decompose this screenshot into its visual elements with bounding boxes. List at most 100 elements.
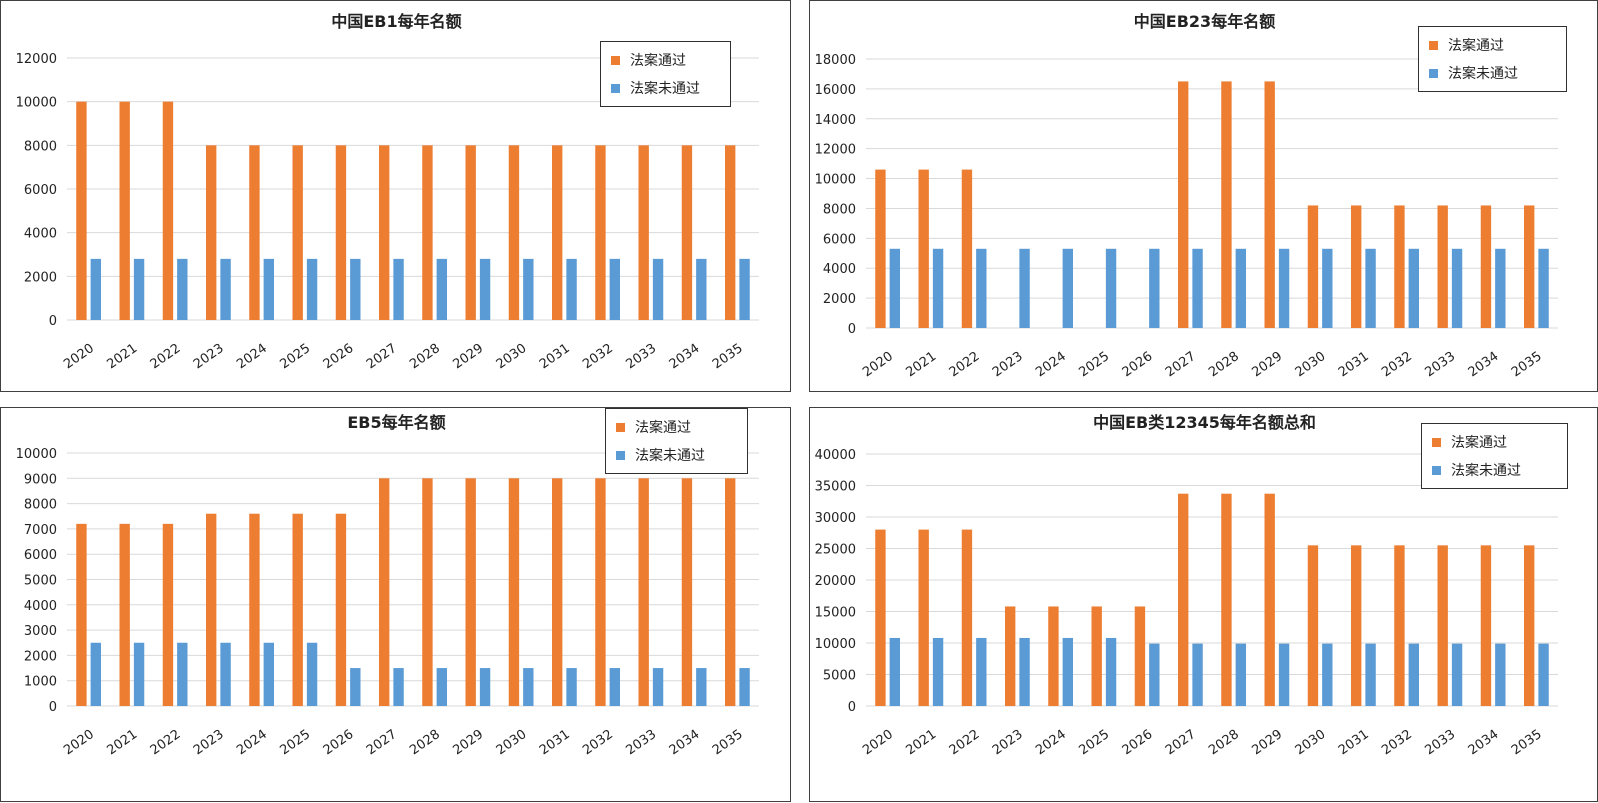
bar-passed [1134, 606, 1146, 706]
bar-not-passed [1192, 643, 1203, 706]
legend-item-not-passed: 法案未通过 [616, 441, 737, 469]
bar-passed [335, 145, 347, 320]
x-tick-label: 2030 [494, 727, 530, 758]
bar-passed [465, 145, 476, 320]
legend-eb1: 法案通过 法案未通过 [600, 41, 731, 107]
bar-not-passed [1062, 637, 1074, 706]
x-tick-label: 2023 [990, 727, 1026, 758]
bar-not-passed [523, 668, 534, 706]
x-tick-label: 2020 [61, 727, 97, 758]
x-tick-label: 2033 [623, 341, 659, 372]
x-tick-label: 2035 [1509, 727, 1545, 758]
x-tick-label: 2034 [667, 341, 703, 372]
x-tick-label: 2030 [1293, 727, 1329, 758]
bar-passed [638, 478, 649, 706]
x-tick-label: 2020 [860, 349, 896, 380]
bar-passed [76, 101, 87, 321]
y-tick-label: 10000 [815, 637, 856, 652]
bar-not-passed [306, 258, 318, 320]
x-tick-label: 2033 [1422, 349, 1458, 380]
legend-item-passed: 法案通过 [611, 46, 720, 74]
x-tick-label: 2022 [947, 349, 983, 380]
bar-passed [1177, 81, 1189, 329]
bar-not-passed [889, 248, 901, 328]
bar-not-passed [1149, 643, 1160, 706]
chart-panel-eb23: 中国EB23每年名额 0 2000 4000 6000 8000 10000 12000 140… [809, 0, 1598, 392]
y-tick-label: 2000 [823, 292, 856, 307]
x-tick-label: 2031 [1336, 349, 1372, 380]
bar-not-passed [1235, 643, 1247, 706]
bar-not-passed [1235, 248, 1247, 328]
bar-not-passed [133, 642, 145, 706]
bar-passed [465, 478, 476, 706]
bar-passed [422, 145, 433, 320]
bar-passed [681, 478, 693, 706]
x-tick-label: 2025 [277, 727, 313, 758]
chart-svg-eb1: 中国EB1每年名额 0 2000 4000 6000 8000 10000 12000 2020… [16, 12, 759, 372]
bar-not-passed [889, 637, 901, 706]
bar-passed [119, 523, 130, 706]
bar-not-passed [696, 668, 707, 706]
bar-passed [508, 478, 520, 706]
bar-not-passed [90, 258, 102, 320]
bar-not-passed [1538, 643, 1549, 706]
legend-label-passed: 法案通过 [630, 53, 686, 69]
x-tick-label: 2026 [1120, 727, 1156, 758]
bar-not-passed [652, 258, 664, 320]
legend-item-not-passed: 法案未通过 [1432, 456, 1557, 484]
legend-label-not-passed: 法案未通过 [1451, 463, 1521, 479]
y-tick-label: 4000 [24, 227, 57, 242]
bar-not-passed [263, 642, 275, 706]
y-tick-label: 7000 [24, 523, 57, 538]
x-tick-label: 2025 [277, 341, 313, 372]
bar-passed [1437, 545, 1448, 706]
bar-not-passed [523, 258, 534, 320]
bar-not-passed [479, 668, 491, 706]
chart-title: 中国EB类12345每年名额总和 [1093, 413, 1316, 432]
x-tick-label: 2021 [903, 349, 939, 380]
x-tick-label: 2022 [148, 727, 184, 758]
bar-not-passed [1495, 643, 1506, 706]
y-tick-label: 4000 [823, 262, 856, 277]
y-tick-label: 2000 [24, 649, 57, 664]
y-tick-label: 10000 [815, 173, 856, 188]
bar-passed [1523, 545, 1535, 706]
y-tick-label: 6000 [823, 232, 856, 247]
bar-passed [1437, 205, 1448, 328]
bar-passed [638, 145, 649, 320]
y-tick-label: 4000 [24, 599, 57, 614]
y-tick-label: 8000 [24, 498, 57, 513]
y-tick-label: 6000 [24, 548, 57, 563]
bar-not-passed [1538, 248, 1549, 328]
x-tick-label: 2021 [104, 341, 140, 372]
bar-not-passed [1451, 643, 1463, 706]
legend-item-passed: 法案通过 [1432, 428, 1557, 456]
bar-not-passed [1278, 643, 1290, 706]
bar-not-passed [652, 668, 664, 706]
x-tick-label: 2025 [1076, 727, 1112, 758]
x-tick-label: 2035 [710, 341, 746, 372]
bar-not-passed [609, 668, 621, 706]
legend-label-not-passed: 法案未通过 [635, 448, 705, 464]
y-tick-label: 0 [848, 322, 856, 337]
legend-swatch-not-passed [616, 450, 625, 460]
bar-passed [378, 145, 390, 320]
x-tick-label: 2021 [903, 727, 939, 758]
y-tick-label: 16000 [815, 83, 856, 98]
y-tick-label: 0 [49, 314, 57, 329]
legend-item-passed: 法案通过 [616, 413, 737, 441]
y-tick-label: 40000 [815, 448, 856, 463]
x-tick-label: 2026 [321, 727, 357, 758]
bar-not-passed [177, 642, 188, 706]
bar-passed [1394, 545, 1405, 706]
y-tick-label: 12000 [16, 52, 57, 67]
bar-passed [76, 523, 87, 706]
legend-swatch-not-passed [1432, 465, 1441, 475]
x-tick-label: 2027 [364, 727, 400, 758]
legend-label-passed: 法案通过 [1451, 435, 1507, 451]
chart-panel-eb1: 中国EB1每年名额 0 2000 4000 6000 8000 10000 12000 2020… [0, 0, 791, 392]
bar-not-passed [1062, 248, 1074, 328]
chart-panel-eb-total: 中国EB类12345每年名额总和 0 5000 10000 15000 20000 2500… [809, 407, 1598, 802]
bar-not-passed [1451, 248, 1463, 328]
x-tick-label: 2026 [1120, 349, 1156, 380]
